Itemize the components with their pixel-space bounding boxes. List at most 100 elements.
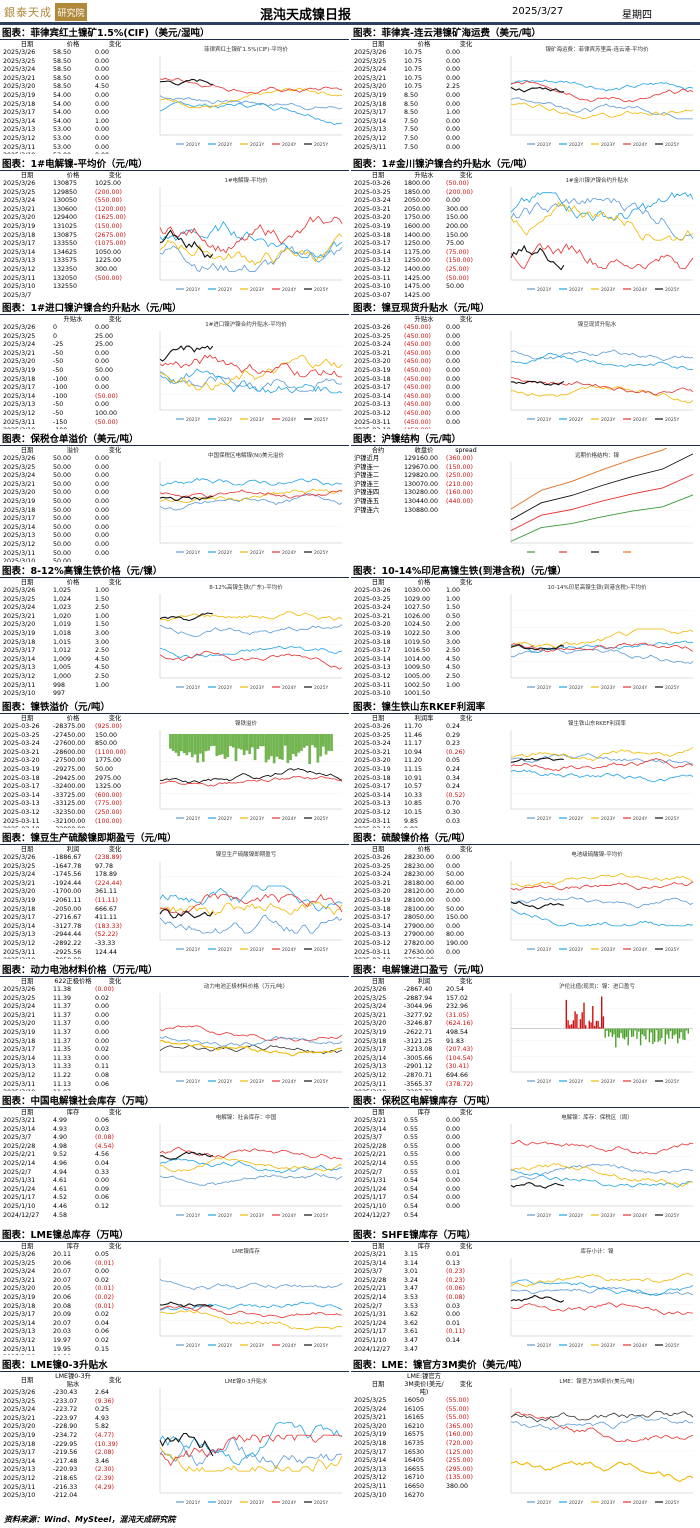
row-change: 0.00	[95, 1003, 110, 1011]
table-row: 2025-03-26 -28375.00 (925.00)	[2, 723, 136, 732]
row-value: 1,020	[53, 612, 72, 620]
row-date: 2025/3/18	[3, 100, 36, 108]
row-value: 1175.00	[404, 248, 431, 256]
row-value: -2061.11	[53, 896, 82, 904]
row-change: 1025.00	[95, 180, 122, 187]
row-change	[94, 1354, 136, 1355]
series-line	[159, 1446, 343, 1472]
panel-title: 图表：镍生铁山东RKEF利润率	[353, 702, 486, 713]
table-row: 2025/1/31 4.61 0.00	[2, 1177, 136, 1186]
row-change: 2.50	[446, 647, 461, 655]
row-value: 16050	[404, 1397, 425, 1404]
legend-label: 2023Y	[250, 1079, 264, 1085]
row-value: 11.37	[53, 1020, 72, 1028]
row-date: 2025/3/21	[354, 1117, 387, 1124]
table-row: 2025-03-26 11.70 0.24	[353, 723, 487, 732]
row-date: 2025-03-10	[353, 957, 403, 959]
legend-label: 2024Y	[282, 142, 296, 148]
row-change: 25.00	[95, 341, 114, 349]
table-row: 2025-03-25 1029.00 1.00	[353, 596, 487, 605]
row-date: 2025/3/18	[3, 905, 36, 913]
row-change: 5.82	[95, 1423, 110, 1431]
row-date: 2025/3/13	[3, 1466, 36, 1474]
series-line	[510, 1415, 694, 1431]
row-date: 2025-03-21	[354, 748, 391, 756]
row-value: 4.46	[53, 1202, 68, 1210]
table-header: 升贴水	[414, 316, 434, 323]
row-change: 0.00	[446, 358, 461, 366]
row-change: 0.08	[95, 1071, 110, 1079]
profit-bar	[620, 1028, 622, 1034]
row-change: 0.00	[95, 109, 110, 117]
series-line	[159, 368, 343, 394]
panel-title-bar: 图表：菲律宾-连云港镍矿海运费（美元/吨）	[351, 25, 700, 40]
series-line	[510, 1272, 694, 1288]
row-value: 132350	[53, 265, 78, 273]
premium-bar	[294, 734, 298, 757]
table-row: 2025/3/21 1,020 1.00	[2, 613, 136, 622]
row-date: 2025/3/12	[3, 265, 36, 273]
premium-bar	[171, 734, 175, 751]
row-date: 2025/3/18	[354, 100, 387, 108]
row-date: 2025/3/21	[354, 74, 387, 82]
premium-bar	[218, 734, 221, 755]
row-change: 0.00	[446, 1202, 461, 1210]
row-date: 2025-03-20	[354, 214, 391, 222]
data-table: 日期 库存 变化 2025/3/26 20.11 0.05 2025/3/25 20.06 (0…	[2, 1243, 136, 1355]
table-row: 2025/3/7 3.01 (0.23)	[353, 1268, 487, 1277]
row-date: 2025/3/14	[3, 922, 36, 930]
profit-bar	[618, 1028, 620, 1039]
row-value: -33725.00	[53, 791, 86, 799]
logo: 銀泰天成 研究院	[4, 2, 99, 22]
row-date: 2025/3/7	[3, 291, 32, 299]
series-line	[510, 900, 564, 910]
row-value: 58.50	[53, 83, 72, 91]
table-header: 价格	[417, 41, 431, 48]
row-change: 0.00	[446, 948, 461, 956]
row-date: 2025/3/17	[3, 1449, 36, 1457]
table-row: 2025-03-11 (450.00) 0.00	[353, 419, 487, 428]
table-header: 变化	[108, 715, 122, 722]
legend-label: 2022Y	[569, 1343, 583, 1349]
legend-label: 2023Y	[601, 1079, 615, 1085]
data-table: 日期 价格 变化 2025-03-26 1030.00 1.00 2025-03-25 102…	[353, 579, 487, 697]
profit-bar	[597, 1020, 599, 1029]
legend-label: 2021Y	[537, 287, 551, 293]
row-change: 0.50	[446, 612, 461, 620]
row-date: 2025-03-25	[3, 731, 40, 739]
row-value: -216.33	[53, 1483, 78, 1491]
table-header: 日期	[371, 172, 385, 179]
row-change: 300.00	[446, 205, 469, 213]
row-change: 0.05	[446, 757, 461, 765]
table-header: 合约	[371, 447, 385, 454]
row-value: 20.03	[53, 1328, 72, 1336]
row-change: 1325.00	[95, 783, 122, 791]
row-value: 50.00	[53, 532, 72, 540]
row-date: 2025/3/17	[3, 1311, 36, 1319]
table-row: 2025-03-13 -33125.00 (775.00)	[2, 800, 136, 809]
profit-bar	[627, 1028, 629, 1046]
row-date: 2025-03-21	[354, 349, 391, 357]
table-row: 2025-03-18 (450.00) 0.00	[353, 376, 487, 385]
row-date: 2025/3/14	[3, 117, 36, 125]
row-value: 1,012	[53, 647, 72, 655]
table-row: 2025/3/10 997	[2, 690, 136, 697]
panel-title-bar: 图表：1#金川镍沪镍合约升贴水（元/吨）	[351, 156, 700, 171]
row-date: 2025/3/19	[3, 91, 36, 99]
series-line	[510, 201, 694, 241]
row-date: 2025-03-24	[354, 197, 391, 205]
table-header: 价格	[66, 172, 80, 179]
row-value: 3.24	[404, 1276, 419, 1284]
row-change: 300.00	[95, 265, 118, 273]
row-change: 4.50	[95, 664, 110, 672]
legend-label: 2024Y	[633, 816, 647, 822]
row-date: 2025/3/11	[3, 418, 36, 426]
table-row: 2025/3/18 54.00 0.00	[2, 101, 136, 110]
table-header: 日期	[371, 1109, 385, 1116]
table-header: 变化	[459, 846, 473, 853]
table-row: 2025/3/21 50.00 0.00	[2, 481, 136, 490]
table-row: 2025/3/11 7.50 0.00	[353, 144, 487, 153]
row-value: 16735	[404, 1439, 425, 1447]
row-date: 2025/3/17	[3, 515, 36, 523]
